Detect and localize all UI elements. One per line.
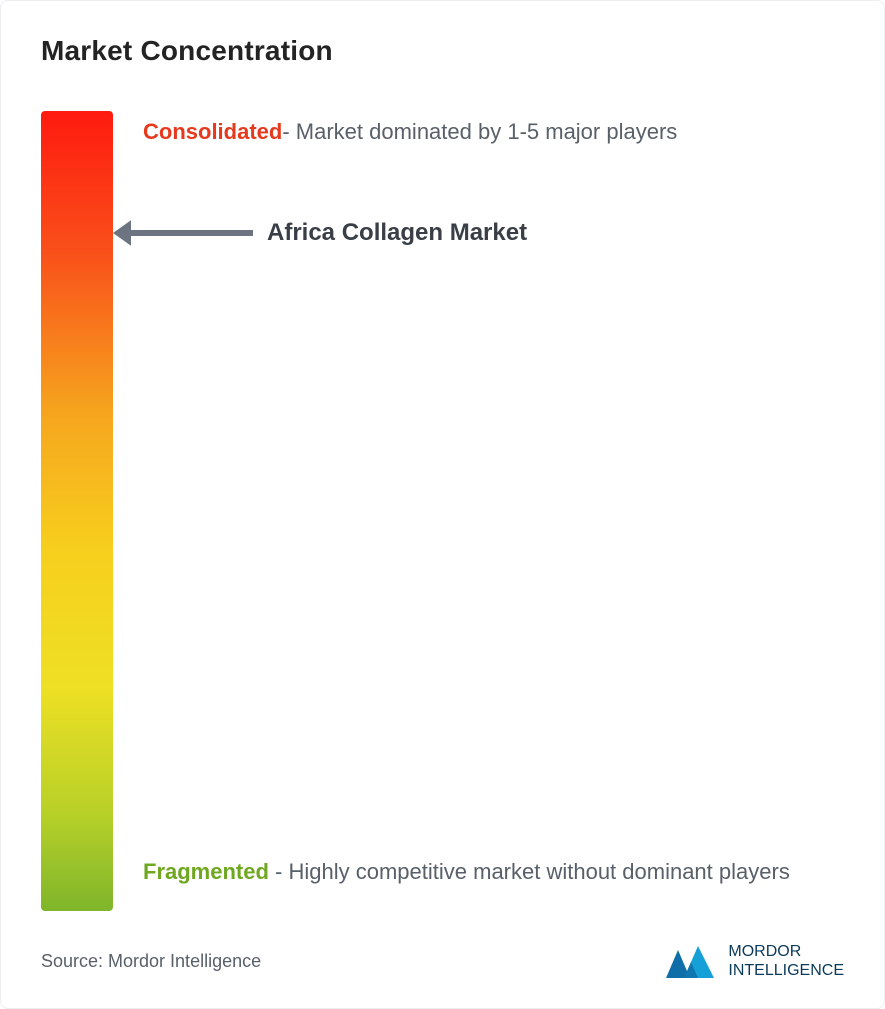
fragmented-keyword: Fragmented	[143, 859, 269, 884]
logo-text-line2: INTELLIGENCE	[728, 962, 844, 980]
fragmented-label: Fragmented - Highly competitive market w…	[143, 851, 844, 893]
market-concentration-card: Market Concentration Consolidated- Marke…	[0, 0, 885, 1009]
consolidated-label: Consolidated- Market dominated by 1-5 ma…	[143, 111, 844, 153]
logo-mark-icon	[664, 944, 718, 980]
market-position-marker: Africa Collagen Market	[113, 215, 527, 251]
mordor-logo-text: MORDOR INTELLIGENCE	[728, 943, 844, 980]
fragmented-rest: - Highly competitive market without domi…	[275, 859, 790, 884]
consolidated-rest: - Market dominated by 1-5 major players	[282, 119, 677, 144]
concentration-spectrum-bar	[41, 111, 113, 911]
mordor-logo: MORDOR INTELLIGENCE	[664, 943, 844, 980]
arrow-left-icon	[113, 215, 253, 251]
marker-label: Africa Collagen Market	[267, 219, 527, 247]
source-attribution: Source: Mordor Intelligence	[41, 951, 261, 972]
card-footer: Source: Mordor Intelligence MORDOR INTEL…	[41, 943, 844, 980]
labels-column: Consolidated- Market dominated by 1-5 ma…	[143, 111, 844, 911]
consolidated-keyword: Consolidated	[143, 119, 282, 144]
mordor-logo-mark	[664, 944, 718, 980]
content-row: Consolidated- Market dominated by 1-5 ma…	[41, 111, 844, 911]
card-title: Market Concentration	[41, 35, 844, 67]
logo-text-line1: MORDOR	[728, 943, 844, 961]
